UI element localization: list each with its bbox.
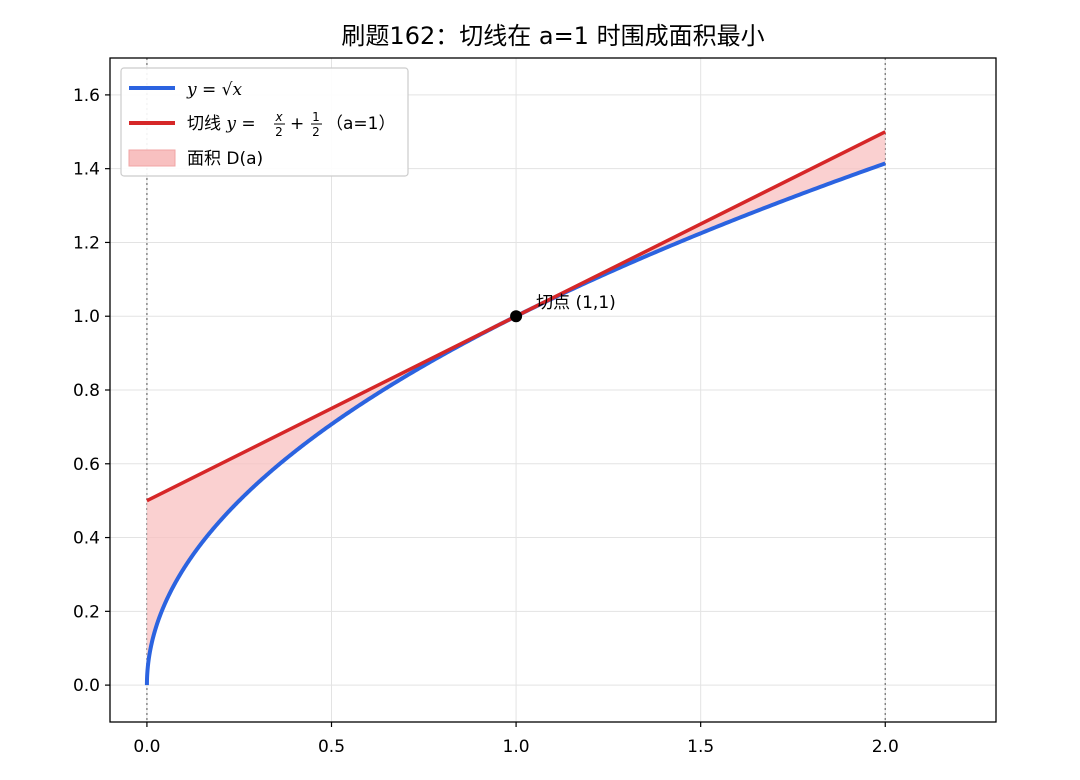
legend-plus: + — [290, 114, 304, 134]
legend-fill-swatch — [128, 149, 176, 167]
legend-box — [120, 67, 409, 177]
point-layer: 切点 (1,1) — [510, 293, 616, 323]
y-tick-label: 0.6 — [73, 455, 100, 475]
x-tick-label: 2.0 — [872, 737, 899, 757]
x-tick-label: 1.0 — [503, 737, 530, 757]
tangent-point — [510, 310, 523, 323]
legend-fill-label: 面积 D(a) — [187, 149, 263, 169]
legend-frac2-den: 2 — [312, 125, 320, 139]
legend-frac1-num: x — [274, 110, 283, 124]
y-tick-label: 1.0 — [73, 307, 100, 327]
y-tick-label: 1.4 — [73, 160, 100, 180]
y-tick-label: 0.2 — [73, 602, 100, 622]
x-tick-label: 1.5 — [687, 737, 714, 757]
x-tick-label: 0.5 — [318, 737, 345, 757]
y-tick-label: 1.2 — [73, 233, 100, 253]
area-fill — [146, 131, 886, 686]
y-tick-label: 0.8 — [73, 381, 100, 401]
legend-curve-label: y = √x — [186, 80, 243, 100]
legend: y = √x 切线 y = x 2 + 1 2 （a=1） 面积 D(a) — [120, 67, 409, 177]
legend-frac1-den: 2 — [275, 125, 283, 139]
area-fill-layer — [146, 131, 886, 686]
chart-title: 刷题162：切线在 a=1 时围成面积最小 — [341, 22, 764, 50]
legend-frac2-num: 1 — [312, 110, 320, 124]
legend-tangent-suffix: （a=1） — [326, 114, 395, 134]
legend-tangent-label: 切线 y = — [187, 114, 256, 134]
y-tick-label: 1.6 — [73, 86, 100, 106]
y-tick-label: 0.4 — [73, 529, 100, 549]
sqrt-curve — [144, 161, 886, 686]
tangent-point-label: 切点 (1,1) — [536, 293, 616, 313]
x-tick-label: 0.0 — [133, 737, 160, 757]
axis-ticks: 0.0 0.5 1.0 1.5 2.0 0.0 0.2 0.4 0.6 0.8 1.0 1.2 1.4 1… — [73, 86, 899, 757]
y-tick-label: 0.0 — [73, 676, 100, 696]
